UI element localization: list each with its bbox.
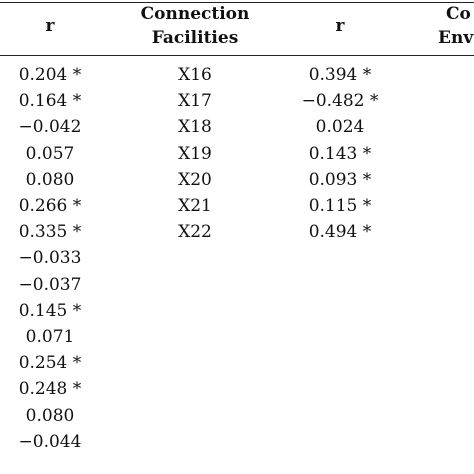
- r-value-2-cell: 0.093 *: [308, 169, 372, 190]
- connection-facility-cell: X20: [178, 169, 212, 190]
- r-value-1-cell: 0.080: [25, 169, 75, 190]
- header-r-1: r: [45, 16, 55, 36]
- r-value-1-cell: 0.254 *: [18, 353, 82, 374]
- r-value-2-cell: 0.394 *: [308, 65, 372, 85]
- header-bottom-rule: [0, 55, 474, 56]
- r-value-1-cell: −0.044: [18, 431, 82, 452]
- r-value-2-cell: 0.143 *: [308, 143, 372, 164]
- r-value-1-cell: 0.248 *: [18, 379, 82, 400]
- header-col4-line1: Co: [446, 4, 471, 24]
- connection-facility-cell: X17: [178, 91, 212, 112]
- r-value-1-cell: 0.204 *: [18, 65, 82, 85]
- r-value-1-cell: 0.266 *: [18, 196, 82, 216]
- r-value-1-cell: −0.033: [18, 248, 82, 269]
- r-value-1-cell: 0.071: [25, 327, 75, 347]
- r-value-2-cell: 0.024: [315, 117, 365, 138]
- connection-facility-cell: X18: [178, 117, 212, 138]
- connection-facility-cell: X21: [178, 196, 212, 216]
- header-r-2: r: [335, 16, 345, 36]
- r-value-2-cell: 0.494 *: [308, 222, 372, 243]
- header-connection-line2: Facilities: [151, 28, 239, 48]
- connection-facility-cell: X16: [178, 65, 212, 85]
- header-col4: Co Env: [418, 2, 474, 50]
- header-connection-facilities: Connection Facilities: [120, 2, 270, 50]
- r-value-1-cell: 0.335 *: [18, 222, 82, 243]
- r-value-1-cell: 0.164 *: [18, 91, 82, 112]
- r-value-1-cell: 0.080: [25, 405, 75, 426]
- r-value-1-cell: 0.057: [25, 143, 75, 164]
- r-value-1-cell: −0.037: [18, 274, 82, 295]
- r-value-2-cell: −0.482 *: [301, 91, 379, 112]
- connection-facility-cell: X19: [178, 143, 212, 164]
- r-value-2-cell: 0.115 *: [308, 196, 372, 216]
- r-value-1-cell: 0.145 *: [18, 300, 82, 321]
- r-value-1-cell: −0.042: [18, 117, 82, 138]
- table-top-rule: [0, 2, 474, 3]
- connection-facility-cell: X22: [178, 222, 212, 243]
- header-col4-line2: Env: [438, 28, 474, 48]
- header-connection-line1: Connection: [140, 4, 250, 24]
